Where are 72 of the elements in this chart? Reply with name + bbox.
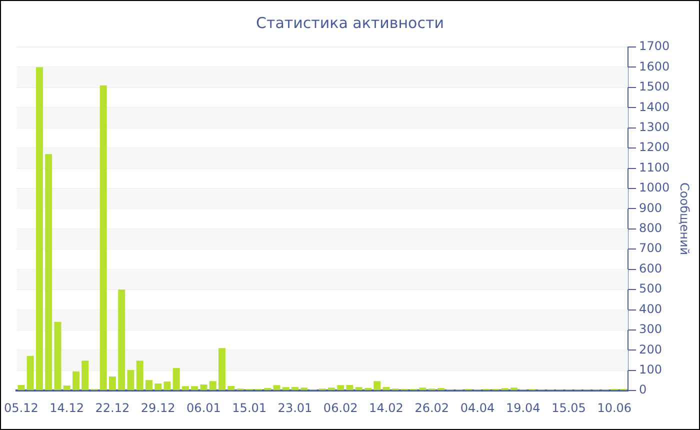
x-tick-label: 23.01 bbox=[278, 400, 312, 415]
bar bbox=[337, 385, 344, 390]
bar bbox=[172, 368, 180, 390]
bar bbox=[182, 386, 189, 390]
bar bbox=[510, 388, 518, 390]
bar bbox=[127, 370, 134, 390]
bar bbox=[273, 385, 280, 390]
bar bbox=[355, 387, 362, 390]
x-tick-label: 04.04 bbox=[460, 400, 495, 415]
y-axis-title: Сообщений bbox=[678, 182, 692, 256]
y-tick-label: 0 bbox=[639, 382, 647, 397]
bar bbox=[209, 381, 216, 390]
bar bbox=[164, 382, 171, 390]
bar bbox=[264, 388, 272, 390]
bar bbox=[364, 388, 372, 390]
x-tick-label: 19.04 bbox=[506, 400, 540, 415]
bar bbox=[100, 85, 107, 390]
x-tick-label: 26.02 bbox=[414, 400, 450, 415]
y-tick-label: 700 bbox=[639, 241, 662, 256]
bar bbox=[36, 67, 43, 390]
y-tick-label: 800 bbox=[639, 221, 662, 236]
bar bbox=[328, 388, 335, 390]
bar bbox=[118, 290, 126, 390]
bar bbox=[18, 384, 25, 390]
bar bbox=[82, 360, 89, 390]
x-tick-label: 29.12 bbox=[140, 400, 176, 415]
bar bbox=[45, 154, 52, 390]
y-tick-label: 100 bbox=[639, 362, 662, 377]
y-tick-label: 300 bbox=[639, 322, 662, 336]
bar bbox=[63, 386, 70, 390]
bar bbox=[200, 384, 208, 390]
bar bbox=[72, 371, 80, 390]
bar bbox=[437, 388, 444, 390]
bar bbox=[136, 360, 144, 390]
x-tick-label: 06.01 bbox=[186, 400, 221, 415]
y-tick-label: 1100 bbox=[639, 160, 670, 174]
y-tick-label: 1400 bbox=[639, 100, 670, 114]
y-tick-label: 1000 bbox=[639, 180, 670, 195]
y-tick-label: 400 bbox=[639, 302, 662, 316]
bar bbox=[26, 356, 34, 390]
x-tick-label: 15.05 bbox=[552, 400, 586, 415]
bar bbox=[154, 384, 162, 390]
y-tick-label: 500 bbox=[639, 282, 662, 296]
bar bbox=[191, 386, 198, 390]
bar bbox=[145, 380, 152, 390]
bar bbox=[282, 387, 290, 390]
bar bbox=[419, 388, 426, 390]
bar bbox=[374, 381, 381, 390]
x-tick-label: 05.12 bbox=[4, 400, 38, 415]
y-tick-label: 200 bbox=[639, 342, 662, 356]
bar bbox=[382, 386, 390, 390]
y-tick-label: 1600 bbox=[639, 59, 670, 74]
bar bbox=[54, 322, 62, 390]
bar bbox=[346, 384, 354, 390]
y-tick-label: 600 bbox=[639, 261, 662, 276]
x-tick-label: 22.12 bbox=[95, 400, 130, 415]
y-tick-label: 1300 bbox=[639, 120, 670, 134]
bar bbox=[228, 386, 235, 390]
x-tick-label: 14.02 bbox=[369, 400, 404, 415]
bar bbox=[108, 376, 116, 390]
bar bbox=[291, 386, 298, 390]
x-tick-label: 10.06 bbox=[597, 400, 632, 415]
bar bbox=[300, 388, 308, 390]
x-tick-label: 06.02 bbox=[323, 400, 358, 415]
x-tick-label: 15.01 bbox=[232, 400, 267, 415]
y-tick-label: 1200 bbox=[639, 140, 670, 154]
x-tick-label: 14.12 bbox=[50, 400, 84, 415]
y-tick-label: 1500 bbox=[639, 80, 670, 94]
chart-title: Статистика активности bbox=[256, 14, 444, 32]
y-tick-label: 1700 bbox=[639, 39, 670, 54]
bar bbox=[218, 348, 226, 390]
y-tick-label: 900 bbox=[639, 200, 662, 215]
